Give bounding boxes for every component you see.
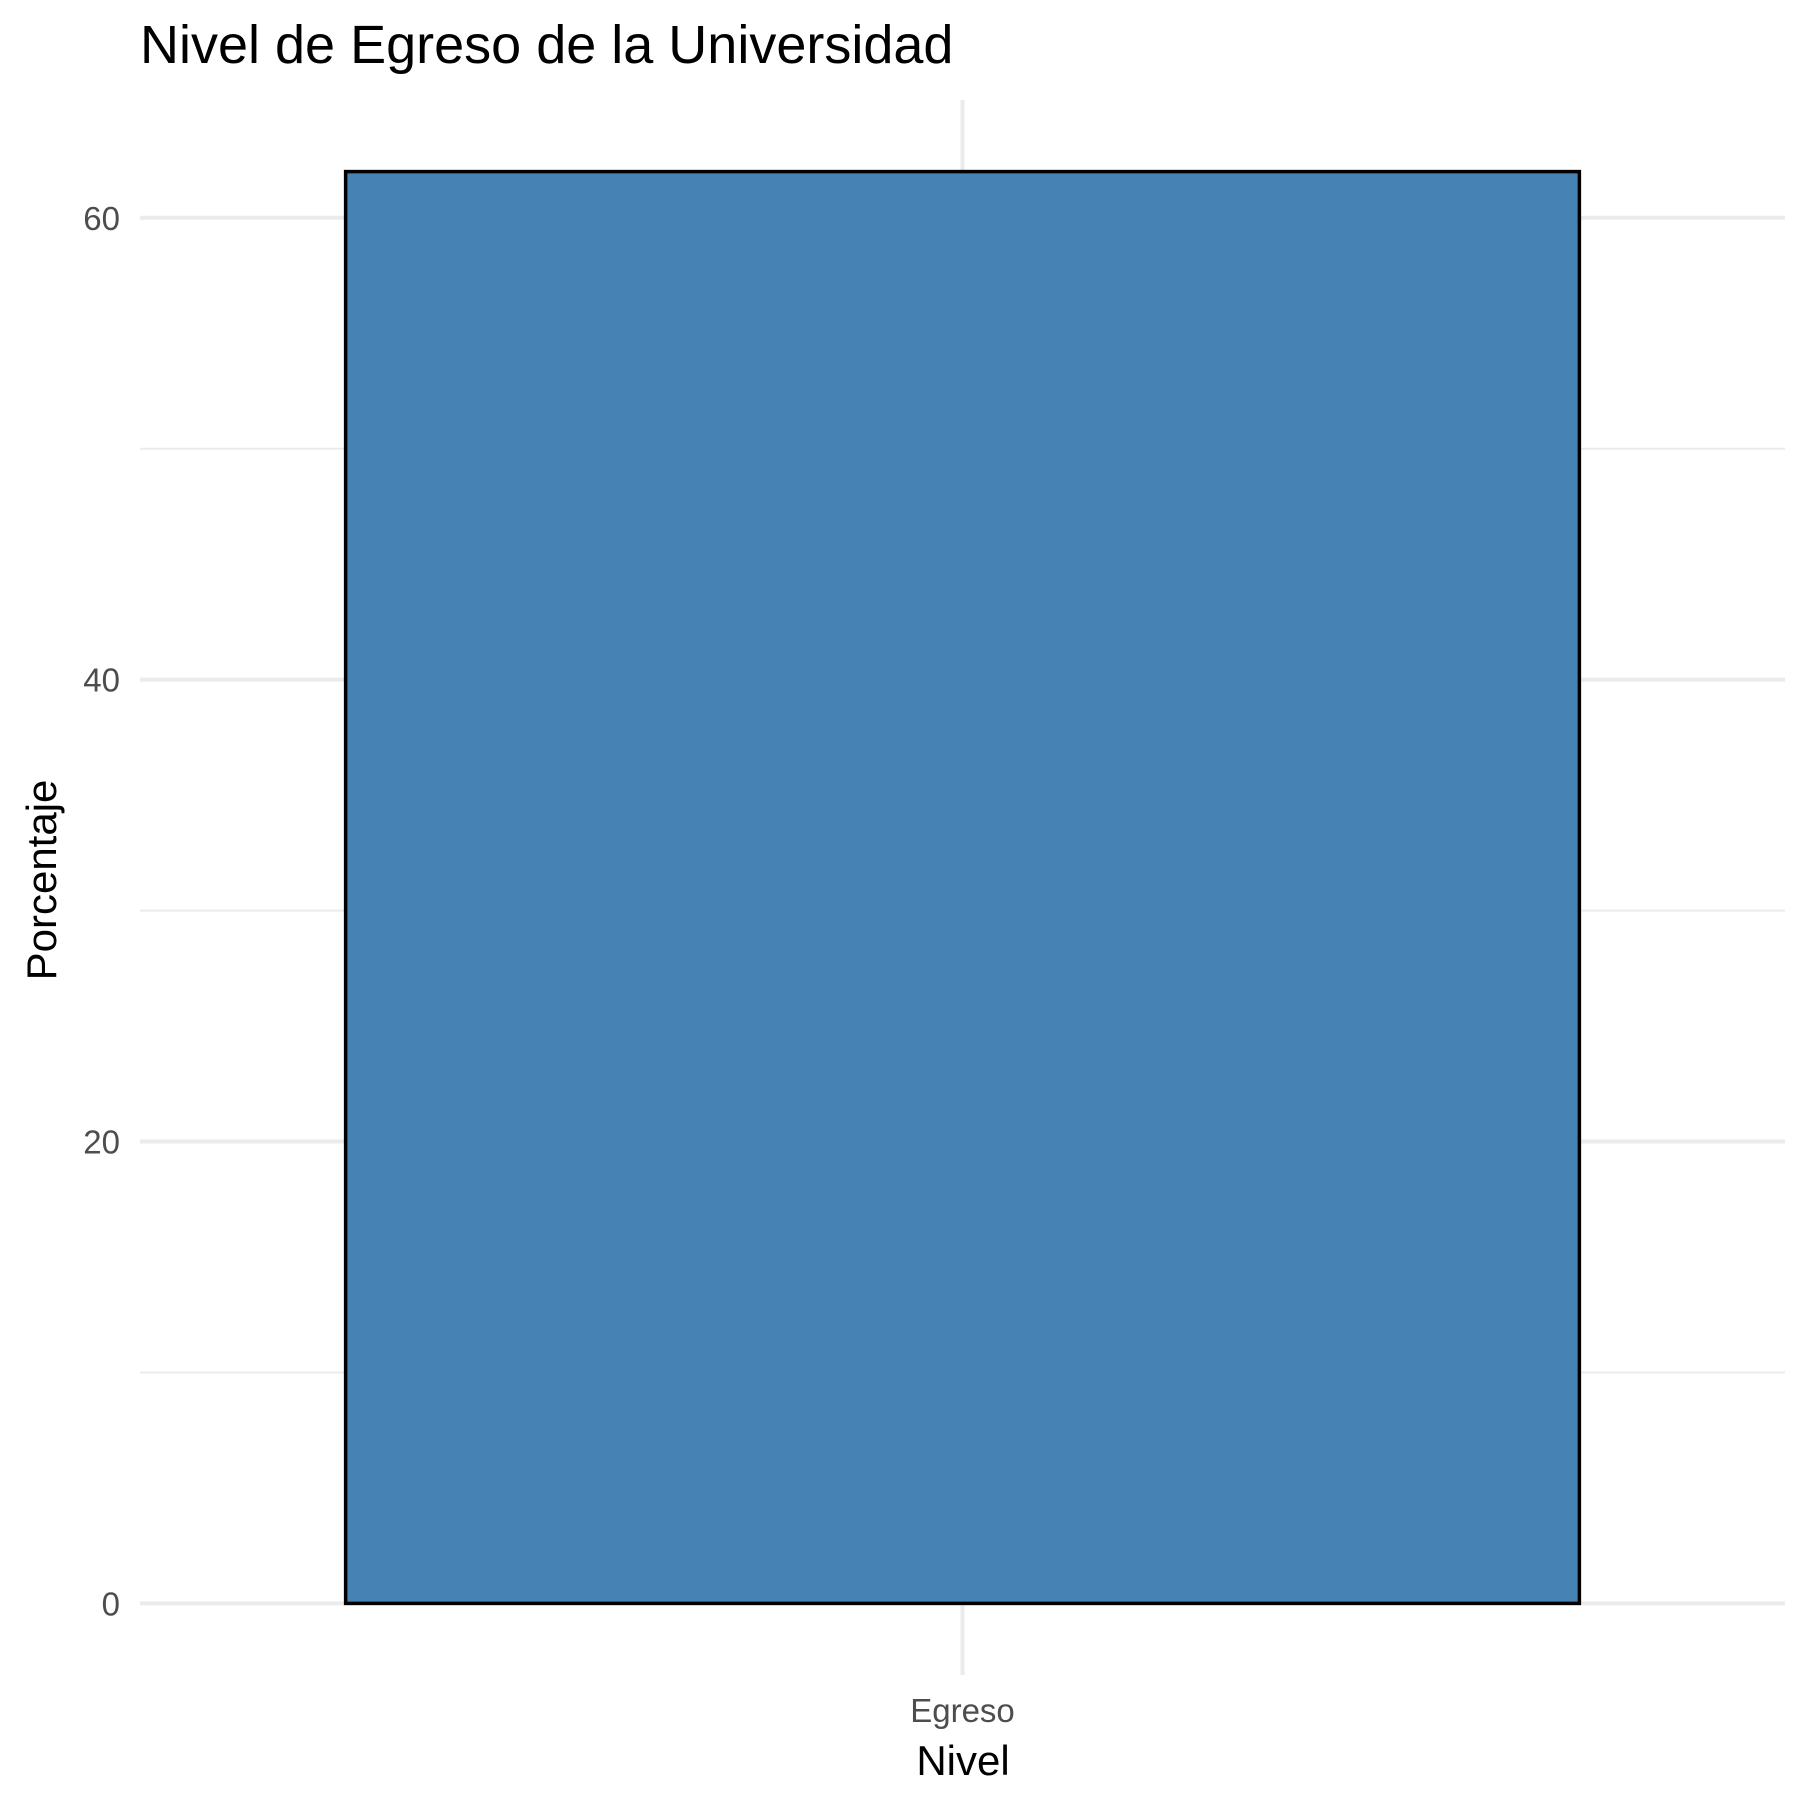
y-tick-label: 40 [83,662,120,699]
tick-labels: 0 20 40 60 Egreso [83,200,1015,1729]
y-tick-label: 60 [83,200,120,237]
y-axis-title: Porcentaje [18,780,65,981]
bars [343,169,1582,1606]
x-axis-title: Nivel [916,1737,1009,1784]
x-tick-label: Egreso [910,1692,1015,1729]
bar [343,169,1582,1606]
y-tick-label: 0 [102,1585,120,1622]
chart-title: Nivel de Egreso de la Universidad [140,15,953,75]
y-tick-label: 20 [83,1124,120,1161]
